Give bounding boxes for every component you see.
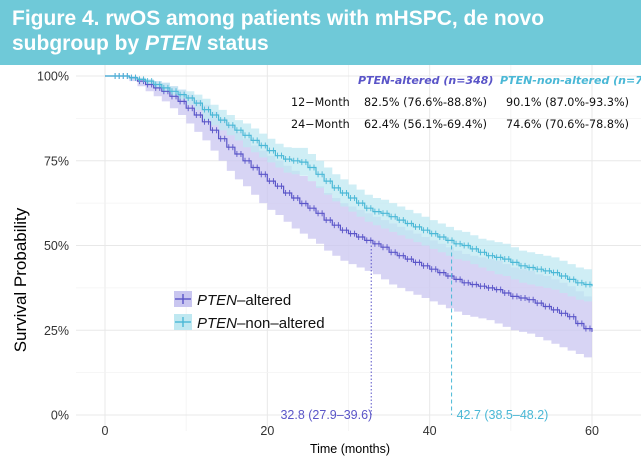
legend-label-non-altered: PTEN–non–altered [197, 315, 325, 332]
table-cell-altered: 62.4% (56.1%-69.4%) [364, 118, 487, 131]
risk-table: PTEN-altered (n=348) PTEN-non-altered (n… [291, 74, 641, 131]
title-prefix: subgroup by [12, 32, 145, 55]
table-header-non-altered-gene: PTEN [500, 74, 532, 87]
title-gene: PTEN [145, 32, 202, 55]
survival-curve-non_altered [105, 75, 593, 287]
y-axis-title: Survival Probability [11, 207, 30, 352]
table-header-non-altered-text: -non-altered (n=70 [532, 74, 641, 87]
survival-chart: 32.8 (27.9–39.6) 42.7 (38.5–48.2) 0 20 40 60… [11, 65, 641, 456]
legend-gene-non-altered: PTEN [197, 315, 237, 332]
median-label-altered: 32.8 (27.9–39.6) [280, 408, 372, 422]
table-row-label: 24−Month [291, 118, 350, 131]
legend-item-non-altered: PTEN–non–altered [174, 314, 325, 332]
censor-marks-non_altered [114, 73, 591, 288]
legend-suffix-altered: –altered [237, 292, 291, 309]
table-header-altered-text: -altered (n=348) [390, 74, 493, 87]
figure-title: Figure 4. rwOS among patients with mHSPC… [0, 0, 641, 65]
y-tick-label: 0% [51, 409, 69, 423]
survival-curve-altered [105, 75, 593, 332]
table-cell-non-altered: 74.6% (70.6%-78.8%) [506, 118, 629, 131]
figure-title-line2: subgroup by PTEN status [12, 31, 641, 56]
legend-label-altered: PTEN–altered [197, 292, 291, 309]
table-cell-non-altered: 90.1% (87.0%-93.3%) [506, 96, 629, 109]
legend-suffix-non-altered: –non–altered [237, 315, 325, 332]
y-tick-label: 75% [44, 154, 69, 168]
x-tick-label: 0 [102, 424, 109, 438]
median-lines: 32.8 (27.9–39.6) 42.7 (38.5–48.2) [280, 245, 549, 422]
figure-title-line1: Figure 4. rwOS among patients with mHSPC… [12, 7, 545, 30]
y-tick-label: 50% [44, 239, 69, 253]
y-tick-label: 25% [44, 324, 69, 338]
table-header-non-altered: PTEN-non-altered (n=70 [500, 74, 641, 87]
x-tick-label: 40 [423, 424, 437, 438]
survival-curves [105, 73, 593, 332]
table-cell-altered: 82.5% (76.6%-88.8%) [364, 96, 487, 109]
y-tick-label: 100% [37, 70, 69, 84]
table-header-altered: PTEN-altered (n=348) [358, 74, 493, 87]
table-row-label: 12−Month [291, 96, 350, 109]
axis-ticks: 0 20 40 60 0% 25% 50% 75% 100% [37, 70, 599, 439]
legend-item-altered: PTEN–altered [174, 291, 291, 309]
median-label-non_altered: 42.7 (38.5–48.2) [457, 408, 549, 422]
x-tick-label: 20 [260, 424, 274, 438]
legend: PTEN–altered PTEN–non–altered [174, 291, 325, 332]
legend-gene-altered: PTEN [197, 292, 237, 309]
x-tick-label: 60 [585, 424, 599, 438]
table-header-altered-gene: PTEN [358, 74, 390, 87]
x-axis-title: Time (months) [310, 442, 390, 456]
title-suffix: status [201, 32, 269, 55]
